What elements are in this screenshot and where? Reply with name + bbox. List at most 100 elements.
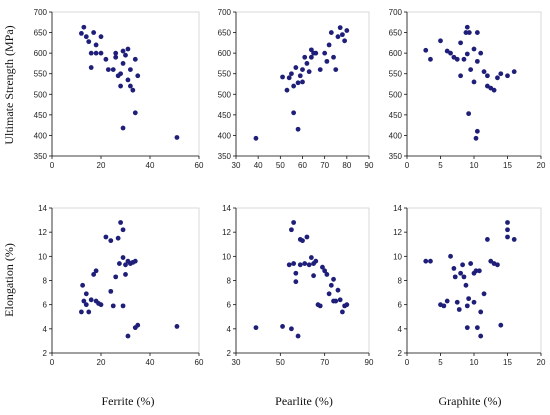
data-point: [105, 67, 111, 72]
data-point: [98, 302, 104, 308]
data-point: [113, 274, 119, 280]
data-point: [295, 126, 301, 132]
data-point: [505, 234, 510, 240]
data-point: [311, 273, 316, 279]
x-tick-label: 15: [503, 161, 512, 170]
data-point: [324, 272, 330, 277]
data-point: [451, 266, 457, 271]
data-point: [473, 268, 479, 274]
x-tick-label: 20: [537, 358, 546, 367]
y-tick-label: 8: [43, 277, 48, 286]
data-point: [474, 30, 480, 35]
y-tick-label: 10: [38, 252, 47, 261]
x-tick-label: 0: [405, 161, 410, 170]
data-point: [331, 276, 336, 282]
data-point: [295, 333, 301, 339]
data-point: [120, 227, 126, 233]
data-point: [280, 324, 285, 329]
y-tick-label: 400: [218, 131, 232, 140]
data-point: [93, 42, 99, 48]
col-xlabel-graphite: Graphite (%): [439, 394, 502, 408]
data-point: [115, 235, 121, 241]
data-point: [335, 287, 341, 293]
y-tick-label: 500: [34, 90, 48, 99]
x-tick-label: 60: [298, 161, 307, 170]
y-tick-label: 700: [218, 8, 232, 17]
y-tick-label: 10: [393, 252, 402, 261]
data-point: [291, 261, 297, 266]
x-tick-label: 10: [470, 161, 479, 170]
data-point: [118, 71, 123, 77]
y-tick-label: 700: [389, 8, 403, 17]
data-point: [108, 238, 114, 244]
y-tick-label: 650: [218, 29, 232, 38]
y-tick-label: 450: [34, 111, 48, 120]
data-point: [458, 40, 463, 46]
data-point: [103, 56, 109, 62]
data-point: [88, 297, 94, 303]
data-point: [471, 79, 477, 85]
data-point: [289, 71, 294, 77]
data-point: [328, 282, 334, 288]
data-point: [120, 48, 126, 54]
data-point: [464, 325, 470, 331]
data-point: [83, 291, 89, 297]
y-tick-label: 14: [393, 204, 402, 213]
x-tick-label: 5: [438, 161, 443, 170]
data-point: [498, 322, 504, 328]
y-tick-label: 12: [393, 228, 402, 237]
x-tick-label: 20: [537, 161, 546, 170]
data-point: [120, 303, 126, 309]
data-point: [463, 282, 469, 288]
y-tick-label: 400: [389, 131, 403, 140]
y-tick-label: 600: [389, 49, 403, 58]
data-point: [91, 272, 97, 277]
y-tick-label: 8: [398, 277, 403, 286]
data-point: [340, 32, 345, 38]
y-tick-label: 10: [222, 252, 231, 261]
data-point: [88, 65, 94, 70]
data-point: [466, 296, 472, 302]
data-point: [174, 324, 180, 329]
data-point: [505, 220, 510, 225]
data-point: [123, 52, 128, 58]
y-tick-label: 4: [227, 325, 232, 334]
data-point: [461, 274, 467, 280]
y-tick-label: 2: [43, 349, 48, 358]
data-point: [280, 74, 285, 80]
data-point: [132, 258, 138, 264]
data-point: [461, 56, 467, 62]
data-point: [79, 30, 84, 36]
data-point: [98, 34, 104, 40]
data-point: [454, 56, 460, 62]
data-point: [304, 234, 310, 240]
data-point: [423, 47, 429, 53]
data-point: [466, 30, 472, 35]
data-point: [302, 54, 308, 60]
data-point: [456, 307, 462, 312]
data-point: [300, 79, 305, 85]
y-tick-label: 6: [398, 301, 403, 310]
data-point: [488, 258, 494, 264]
data-point: [463, 30, 469, 35]
data-point: [460, 262, 466, 268]
data-point: [464, 24, 470, 30]
x-tick-label: 40: [254, 161, 263, 170]
data-point: [304, 61, 310, 66]
data-point: [444, 298, 450, 304]
row-ylabel-elongation: Elongation (%): [2, 243, 16, 317]
data-point: [81, 24, 87, 30]
x-tick-label: 90: [365, 161, 374, 170]
data-point: [253, 325, 259, 331]
data-point: [464, 51, 470, 57]
data-point: [342, 38, 348, 44]
data-point: [103, 234, 109, 240]
y-tick-label: 14: [222, 204, 231, 213]
data-point: [297, 73, 303, 79]
x-tick-label: 0: [50, 161, 55, 170]
scatter-panel-1-1: 2 4 6 8 10 12 14 30 50 70 90: [222, 204, 374, 367]
data-point: [300, 238, 305, 244]
y-tick-label: 500: [389, 90, 403, 99]
data-point: [130, 87, 136, 93]
